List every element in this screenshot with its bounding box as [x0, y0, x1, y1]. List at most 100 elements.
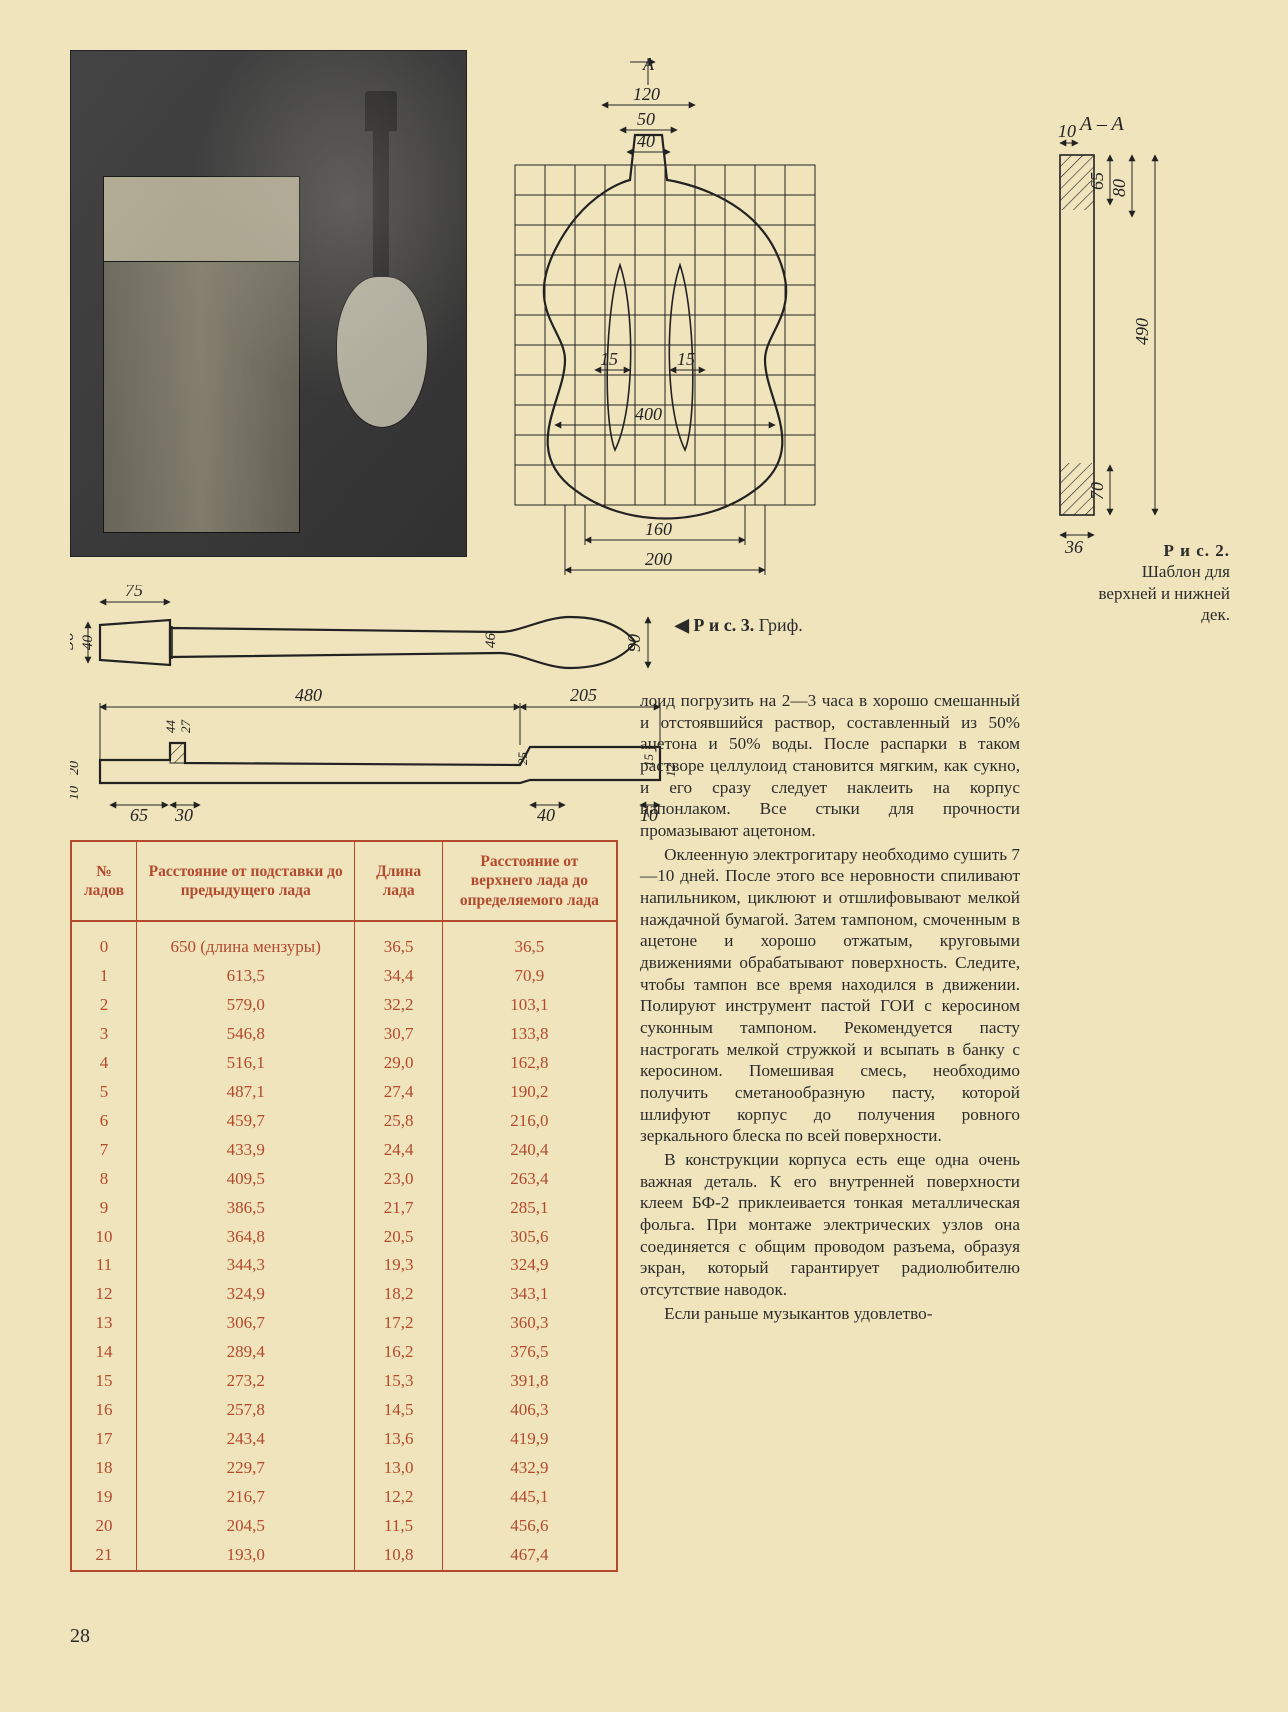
table-cell: 229,7	[137, 1454, 355, 1483]
table-cell: 546,8	[137, 1020, 355, 1049]
svg-text:50: 50	[637, 109, 655, 129]
table-cell: 29,0	[355, 1049, 442, 1078]
table-cell: 25,8	[355, 1107, 442, 1136]
table-cell: 70,9	[442, 962, 617, 991]
table-cell: 193,0	[137, 1541, 355, 1571]
svg-text:27: 27	[178, 720, 193, 734]
table-cell: 445,1	[442, 1483, 617, 1512]
svg-text:25: 25	[515, 752, 530, 766]
svg-text:15: 15	[677, 349, 695, 369]
table-cell: 23,0	[355, 1165, 442, 1194]
table-cell: 7	[71, 1136, 137, 1165]
table-cell: 459,7	[137, 1107, 355, 1136]
svg-text:30: 30	[174, 805, 193, 825]
table-cell: 3	[71, 1020, 137, 1049]
table-cell: 10,8	[355, 1541, 442, 1571]
svg-text:65: 65	[1087, 172, 1107, 190]
svg-text:90: 90	[624, 634, 644, 652]
table-header: № ладов	[71, 841, 137, 921]
table-cell: 343,1	[442, 1280, 617, 1309]
svg-text:70: 70	[1087, 482, 1107, 500]
svg-text:160: 160	[645, 519, 672, 539]
table-header: Расстояние от подставки до предыдущего л…	[137, 841, 355, 921]
svg-text:10: 10	[1058, 121, 1076, 141]
table-cell: 516,1	[137, 1049, 355, 1078]
table-cell: 16,2	[355, 1338, 442, 1367]
table-cell: 11	[71, 1251, 137, 1280]
table-cell: 1	[71, 962, 137, 991]
table-cell: 0	[71, 921, 137, 962]
table-cell: 19,3	[355, 1251, 442, 1280]
table-cell: 216,7	[137, 1483, 355, 1512]
table-cell: 273,2	[137, 1367, 355, 1396]
table-row: 13306,717,2360,3	[71, 1309, 617, 1338]
table-cell: 15,3	[355, 1367, 442, 1396]
table-row: 16257,814,5406,3	[71, 1396, 617, 1425]
table-cell: 579,0	[137, 991, 355, 1020]
table-cell: 133,8	[442, 1020, 617, 1049]
table-cell: 456,6	[442, 1512, 617, 1541]
table-row: 0650 (длина мензуры)36,536,5	[71, 921, 617, 962]
paragraph: В конструкции корпуса есть еще одна очен…	[640, 1149, 1020, 1301]
photo-guitar-amp	[70, 50, 467, 557]
table-cell: 467,4	[442, 1541, 617, 1571]
table-header: Расстояние от верхнего лада до определяе…	[442, 841, 617, 921]
table-cell: 24,4	[355, 1136, 442, 1165]
svg-text:120: 120	[633, 84, 660, 104]
table-cell: 34,4	[355, 962, 442, 991]
table-cell: 386,5	[137, 1194, 355, 1223]
svg-text:75: 75	[125, 585, 143, 600]
table-row: 2579,032,2103,1	[71, 991, 617, 1020]
table-cell: 216,0	[442, 1107, 617, 1136]
table-cell: 391,8	[442, 1367, 617, 1396]
table-cell: 36,5	[442, 921, 617, 962]
page-number: 28	[70, 1625, 90, 1648]
table-cell: 409,5	[137, 1165, 355, 1194]
table-cell: 19	[71, 1483, 137, 1512]
table-cell: 5	[71, 1078, 137, 1107]
table-cell: 487,1	[137, 1078, 355, 1107]
table-cell: 650 (длина мензуры)	[137, 921, 355, 962]
table-cell: 204,5	[137, 1512, 355, 1541]
svg-text:44: 44	[163, 720, 178, 734]
table-cell: 36,5	[355, 921, 442, 962]
table-cell: 18	[71, 1454, 137, 1483]
table-row: 21193,010,8467,4	[71, 1541, 617, 1571]
table-cell: 9	[71, 1194, 137, 1223]
table-row: 15273,215,3391,8	[71, 1367, 617, 1396]
table-row: 20204,511,5456,6	[71, 1512, 617, 1541]
table-cell: 285,1	[442, 1194, 617, 1223]
table-cell: 17	[71, 1425, 137, 1454]
table-cell: 16	[71, 1396, 137, 1425]
table-cell: 344,3	[137, 1251, 355, 1280]
table-cell: 30,7	[355, 1020, 442, 1049]
paragraph: лоид погрузить на 2—3 часа в хорошо смеш…	[640, 690, 1020, 842]
table-row: 11344,319,3324,9	[71, 1251, 617, 1280]
table-row: 9386,521,7285,1	[71, 1194, 617, 1223]
table-cell: 162,8	[442, 1049, 617, 1078]
table-cell: 13	[71, 1309, 137, 1338]
table-cell: 12,2	[355, 1483, 442, 1512]
svg-text:205: 205	[570, 685, 597, 705]
table-cell: 433,9	[137, 1136, 355, 1165]
table-cell: 6	[71, 1107, 137, 1136]
table-row: 1613,534,470,9	[71, 962, 617, 991]
photo-guitar	[321, 76, 441, 476]
table-cell: 32,2	[355, 991, 442, 1020]
table-cell: 2	[71, 991, 137, 1020]
table-cell: 289,4	[137, 1338, 355, 1367]
table-cell: 13,6	[355, 1425, 442, 1454]
table-cell: 263,4	[442, 1165, 617, 1194]
table-cell: 14,5	[355, 1396, 442, 1425]
table-cell: 364,8	[137, 1223, 355, 1252]
table-row: 12324,918,2343,1	[71, 1280, 617, 1309]
svg-text:10: 10	[70, 786, 82, 800]
paragraph: Если раньше музыкантов удовлетво-	[640, 1303, 1020, 1325]
table-cell: 324,9	[442, 1251, 617, 1280]
table-cell: 15	[71, 1367, 137, 1396]
table-cell: 306,7	[137, 1309, 355, 1338]
table-cell: 27,4	[355, 1078, 442, 1107]
figure-2-label: Р и с. 2.	[1164, 541, 1230, 560]
table-row: 6459,725,8216,0	[71, 1107, 617, 1136]
svg-text:200: 200	[645, 549, 672, 569]
